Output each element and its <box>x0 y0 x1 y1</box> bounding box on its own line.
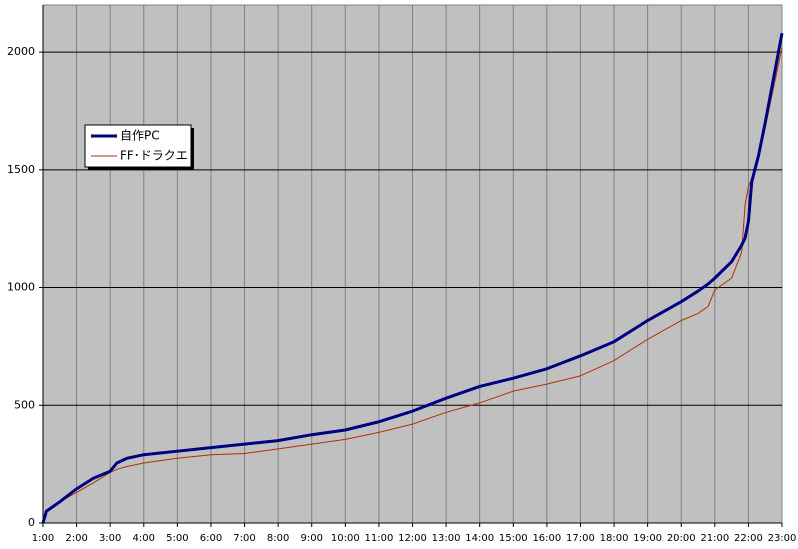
y-tick-label: 1000 <box>7 281 35 294</box>
legend-box <box>84 124 192 168</box>
x-tick-label: 18:00 <box>600 533 629 544</box>
x-tick-label: 11:00 <box>364 533 393 544</box>
x-tick-label: 5:00 <box>166 533 188 544</box>
x-tick-label: 3:00 <box>99 533 121 544</box>
x-tick-label: 15:00 <box>499 533 528 544</box>
x-tick-label: 9:00 <box>300 533 322 544</box>
x-tick-label: 6:00 <box>200 533 222 544</box>
x-tick-label: 12:00 <box>398 533 427 544</box>
y-tick-label: 500 <box>14 398 35 411</box>
x-tick-label: 2:00 <box>65 533 87 544</box>
y-tick-label: 2000 <box>7 45 35 58</box>
x-tick-label: 21:00 <box>700 533 729 544</box>
legend-label: 自作PC <box>120 129 160 143</box>
x-tick-label: 1:00 <box>32 533 54 544</box>
x-tick-label: 19:00 <box>633 533 662 544</box>
x-tick-label: 22:00 <box>734 533 763 544</box>
y-tick-label: 0 <box>28 516 35 529</box>
x-tick-label: 20:00 <box>667 533 696 544</box>
x-tick-label: 8:00 <box>267 533 289 544</box>
x-tick-label: 4:00 <box>133 533 155 544</box>
x-tick-label: 10:00 <box>331 533 360 544</box>
x-tick-label: 7:00 <box>233 533 255 544</box>
data-line <box>41 32 784 524</box>
y-tick-label: 1500 <box>7 163 35 176</box>
legend-label: FF･ドラクエ <box>120 149 188 163</box>
x-tick-label: 16:00 <box>532 533 561 544</box>
x-tick-label: 23:00 <box>768 533 797 544</box>
x-tick-label: 17:00 <box>566 533 595 544</box>
x-tick-label: 14:00 <box>465 533 494 544</box>
legend: 自作PC FF･ドラクエ <box>84 124 194 170</box>
x-tick-label: 13:00 <box>432 533 461 544</box>
